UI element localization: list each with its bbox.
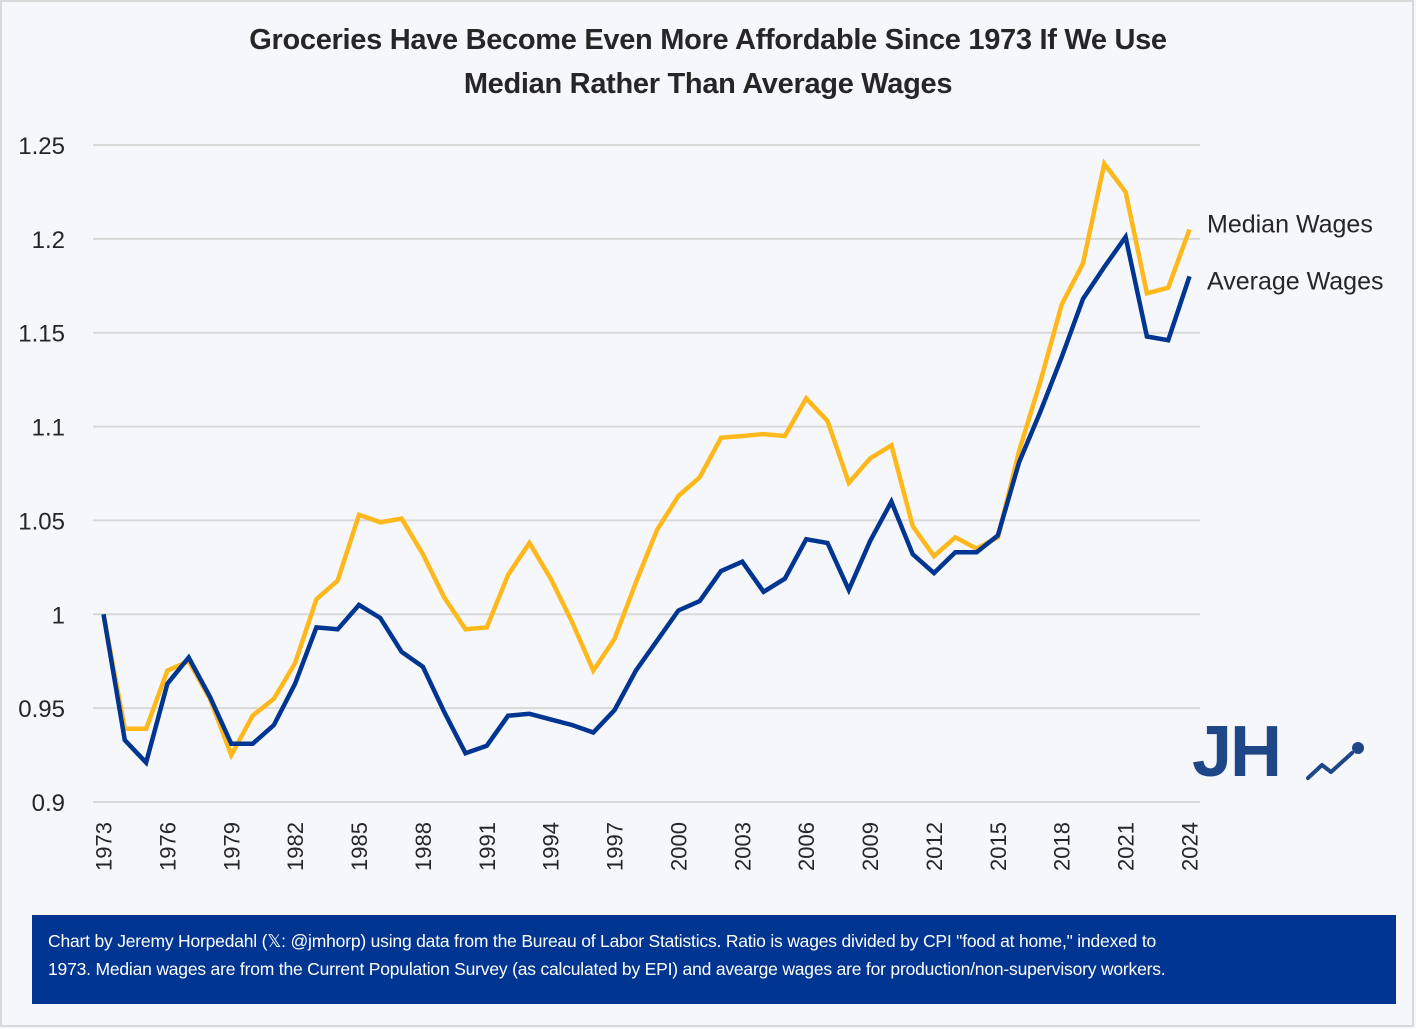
x-tick-label: 2009: [858, 822, 883, 871]
y-tick-label: 1.25: [18, 133, 65, 160]
chart-title-line-1: Groceries Have Become Even More Affordab…: [249, 24, 1167, 56]
x-tick-label: 1973: [92, 822, 117, 871]
series-lines: [101, 158, 1192, 768]
y-tick-label: 0.9: [32, 790, 65, 817]
series-label-median-wages: Median Wages: [1207, 210, 1373, 238]
y-tick-label: 1.2: [32, 227, 65, 254]
series-label-average-wages: Average Wages: [1207, 267, 1384, 295]
trend-line-icon: [1306, 742, 1364, 780]
x-tick-label: 1979: [219, 822, 244, 871]
x-tick-label: 1976: [155, 822, 180, 871]
chart-title-line-2: Median Rather Than Average Wages: [463, 68, 953, 100]
y-tick-label: 0.95: [18, 696, 65, 723]
y-tick-label: 1.15: [18, 321, 65, 348]
source-note: Chart by Jeremy Horpedahl (𝕏: @jmhorp) u…: [32, 915, 1396, 1004]
x-tick-label: 2018: [1050, 822, 1075, 871]
x-tick-label: 2021: [1114, 822, 1139, 871]
jh-logo: JH: [1192, 712, 1364, 790]
x-tick-label: 1997: [603, 822, 628, 871]
x-axis-ticks: 1973 1976 1979 1982 1985 1988 1991 1994 1997 2000…: [92, 822, 1203, 871]
series-labels: Median Wages Average Wages: [1207, 210, 1384, 295]
x-tick-label: 2006: [794, 822, 819, 871]
series-line-average-wages: [101, 231, 1192, 768]
x-tick-label: 2003: [730, 822, 755, 871]
source-note-line-1: Chart by Jeremy Horpedahl (𝕏: @jmhorp) u…: [48, 931, 1157, 951]
x-tick-label: 1991: [475, 822, 500, 871]
y-tick-label: 1.1: [32, 415, 65, 442]
x-tick-label: 1994: [539, 822, 564, 871]
x-tick-label: 2000: [666, 822, 691, 871]
x-tick-label: 2015: [986, 822, 1011, 871]
x-tick-label: 2024: [1178, 822, 1203, 871]
x-tick-label: 1982: [283, 822, 308, 871]
logo-text: JH: [1192, 712, 1280, 790]
x-tick-label: 2012: [922, 822, 947, 871]
chart-title: Groceries Have Become Even More Affordab…: [0, 18, 1416, 106]
series-line-median-wages: [101, 158, 1192, 761]
gridlines: [93, 144, 1200, 803]
source-note-line-2: 1973. Median wages are from the Current …: [48, 959, 1166, 979]
y-tick-label: 1.05: [18, 508, 65, 535]
x-tick-label: 1985: [347, 822, 372, 871]
y-tick-label: 1: [52, 602, 65, 629]
x-tick-label: 1988: [411, 822, 436, 871]
y-axis-ticks: 0.9 0.95 1 1.05 1.1 1.15 1.2 1.25: [18, 133, 65, 817]
